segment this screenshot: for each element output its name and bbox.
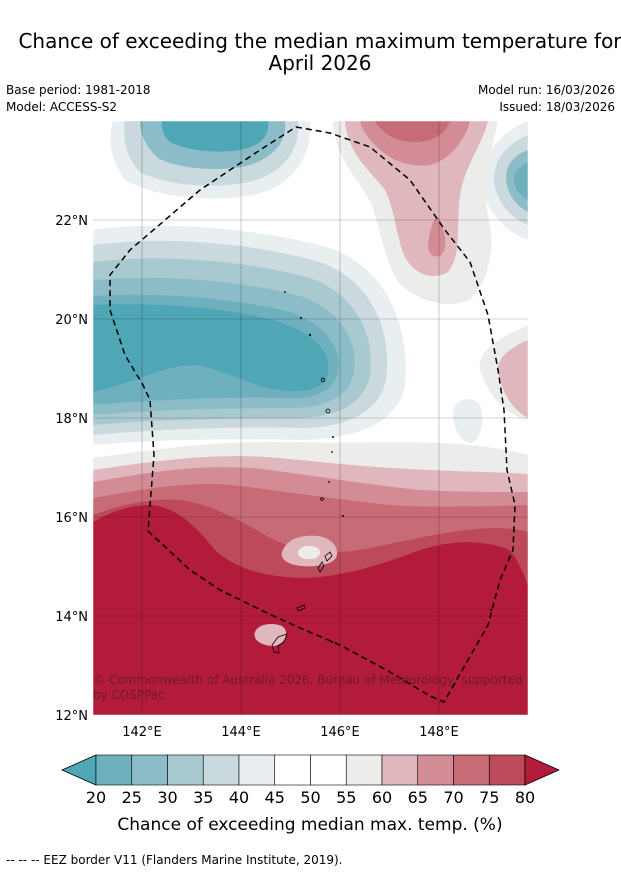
colorbar-swatch [167, 754, 204, 786]
colorbar-tick-label: 80 [515, 788, 535, 807]
model-run: Model run: 16/03/2026 [477, 83, 615, 97]
colorbar-swatch [417, 754, 454, 786]
colorbar-tick-label: 65 [408, 788, 428, 807]
red-region-north-4 [375, 121, 450, 142]
red-band-6 [93, 505, 528, 715]
blue-patch-northeast-4 [514, 162, 528, 200]
copyright-line-2: by COSPPac [93, 688, 165, 702]
lon-tick-148: 148°E [419, 725, 459, 740]
colorbar-tick-label: 30 [157, 788, 177, 807]
colorbar-swatch [274, 754, 311, 786]
model-name: Model: ACCESS-S2 [6, 100, 118, 114]
pink-islet-2 [254, 624, 287, 646]
islands [271, 291, 492, 654]
colorbar: 20 25 30 35 40 45 50 55 60 65 70 75 80 [61, 754, 560, 807]
colorbar-tick-label: 60 [372, 788, 392, 807]
colorbar-tick-label: 55 [336, 788, 356, 807]
title-line-1: Chance of exceeding the median maximum t… [18, 29, 621, 53]
lat-tick-22: 22°N [55, 214, 88, 229]
red-spot-north [428, 217, 446, 257]
colorbar-swatch [95, 754, 133, 786]
eez-border [109, 126, 516, 703]
colorbar-arrow-high [524, 754, 560, 786]
colorbar-tick-label: 25 [122, 788, 142, 807]
issued-date: Issued: 18/03/2026 [499, 100, 615, 114]
colorbar-tick-label: 45 [265, 788, 285, 807]
lon-tick-144: 144°E [221, 725, 261, 740]
footnote-eez: -- -- -- EEZ border V11 (Flanders Marine… [6, 853, 343, 867]
map-gridlines [93, 121, 528, 715]
colorbar-swatch [238, 754, 276, 786]
colorbar-tick-label: 50 [300, 788, 320, 807]
blue-patch-east [453, 399, 483, 444]
colorbar-tick-label: 40 [229, 788, 249, 807]
blue-region-west-6 [93, 304, 329, 392]
pink-islet-1-inner [297, 545, 320, 560]
pink-patch-east-2 [497, 340, 528, 418]
probability-field: © Commonwealth of Australia 2026, Bureau… [93, 121, 528, 715]
colorbar-swatch [202, 754, 240, 786]
title-line-2: April 2026 [268, 51, 372, 75]
colorbar-tick-label: 70 [443, 788, 463, 807]
lon-tick-146: 146°E [320, 725, 360, 740]
lat-tick-16: 16°N [55, 511, 88, 526]
colorbar-tick-label: 75 [479, 788, 499, 807]
colorbar-swatch [131, 754, 168, 786]
colorbar-arrow-low [61, 754, 97, 786]
lat-tick-20: 20°N [55, 313, 88, 328]
copyright-line-1: © Commonwealth of Australia 2026, Bureau… [93, 673, 523, 687]
colorbar-swatch [310, 754, 347, 786]
lat-tick-12: 12°N [55, 709, 88, 724]
lon-tick-142: 142°E [122, 725, 162, 740]
lat-tick-14: 14°N [55, 610, 88, 625]
colorbar-swatch [453, 754, 490, 786]
colorbar-swatch [345, 754, 383, 786]
colorbar-tick-label: 20 [86, 788, 106, 807]
colorbar-tick-label: 35 [193, 788, 213, 807]
colorbar-title: Chance of exceeding median max. temp. (%… [117, 815, 502, 835]
colorbar-swatch [381, 754, 419, 786]
red-region-north-2 [345, 121, 488, 276]
base-period: Base period: 1981-2018 [6, 83, 151, 97]
colorbar-swatch [488, 754, 526, 786]
map-frame [92, 120, 529, 716]
lat-tick-18: 18°N [55, 412, 88, 427]
blue-region-north-4 [161, 121, 269, 152]
